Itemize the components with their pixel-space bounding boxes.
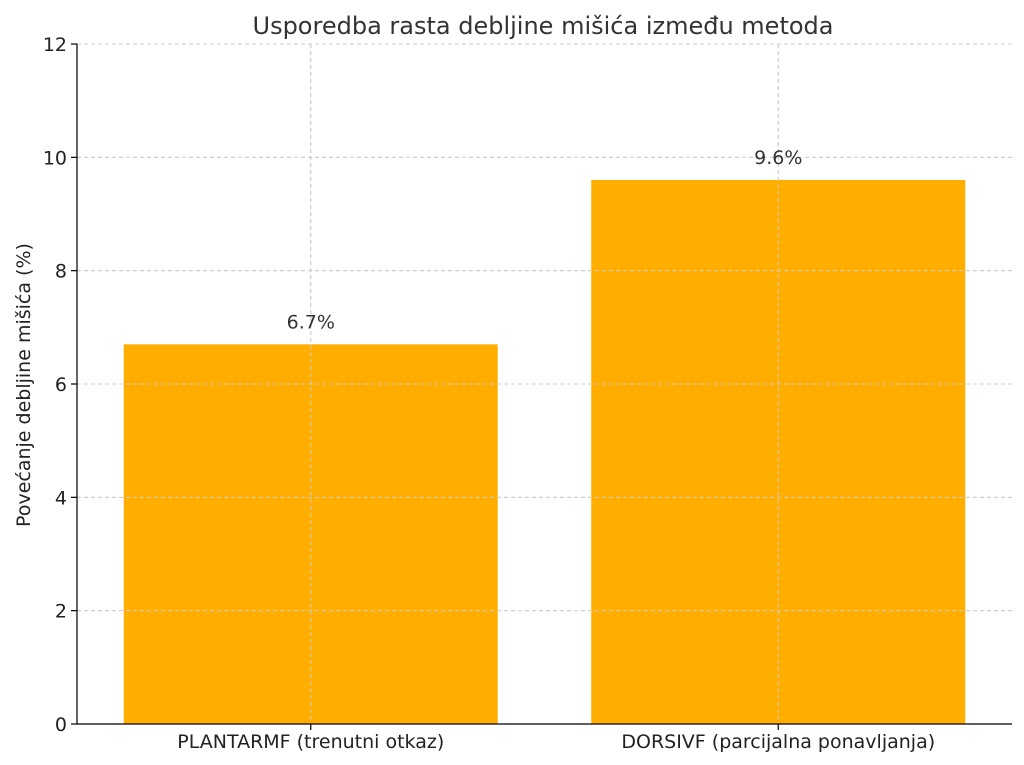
chart-title: Usporedba rasta debljine mišića između m… — [253, 12, 834, 40]
y-tick-label: 4 — [55, 487, 67, 509]
bar-data-label: 6.7% — [287, 311, 335, 333]
y-axis-label: Povećanje debljine mišića (%) — [13, 243, 35, 527]
x-tick-label: PLANTARMF (trenutni otkaz) — [177, 731, 444, 753]
x-tick-label: DORSIVF (parcijalna ponavljanja) — [621, 731, 935, 753]
y-tick-label: 12 — [43, 34, 67, 56]
data-label-layer: 6.7% 9.6% — [287, 147, 803, 333]
y-tick-label: 6 — [55, 374, 67, 396]
axis-layer: 0 2 4 6 8 10 12 PLANTARMF (trenutni otkaz) DORSI… — [43, 34, 1012, 753]
y-tick-label: 8 — [55, 261, 67, 283]
bar-layer — [77, 43, 1012, 725]
y-tick-label: 2 — [55, 601, 67, 623]
bar-data-label: 9.6% — [754, 147, 802, 169]
y-tick-label: 0 — [55, 714, 67, 736]
y-tick-label: 10 — [43, 147, 67, 169]
